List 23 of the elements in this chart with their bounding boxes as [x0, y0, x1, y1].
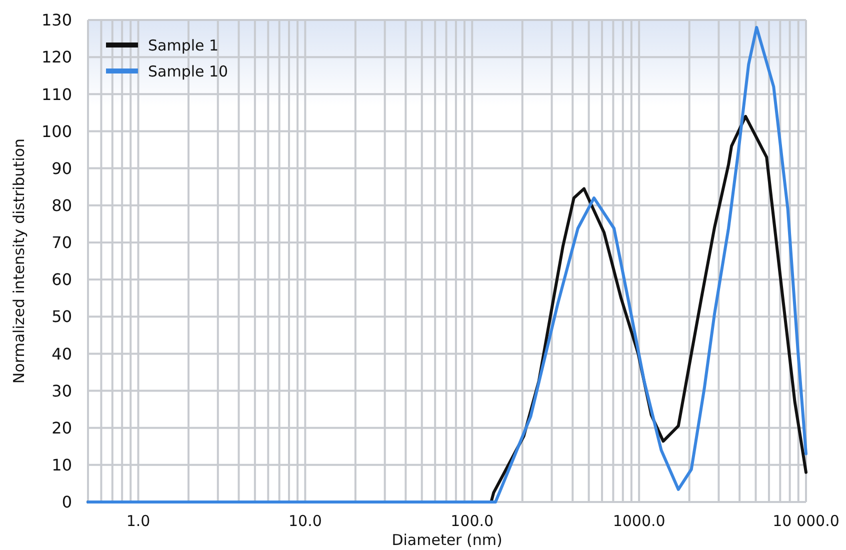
- y-tick-label: 10: [52, 456, 72, 475]
- y-tick-label: 40: [52, 344, 72, 364]
- legend-label: Sample 1: [148, 36, 219, 54]
- y-tick-label: 110: [41, 84, 72, 104]
- y-tick-label: 50: [52, 307, 72, 326]
- x-tick-label: 1000.0: [612, 512, 666, 530]
- y-tick-label: 0: [62, 492, 72, 512]
- y-tick-label: 30: [52, 381, 72, 400]
- x-tick-label: 100.0: [450, 512, 494, 530]
- y-tick-label: 80: [52, 196, 72, 215]
- y-tick-label: 60: [52, 270, 72, 290]
- x-tick-label: 10 000.0: [772, 512, 840, 530]
- legend-label: Sample 10: [148, 62, 228, 80]
- y-tick-label: 100: [41, 122, 72, 141]
- y-tick-label: 70: [52, 233, 72, 252]
- x-tick-label: 10.0: [288, 512, 322, 530]
- y-axis-title: Normalized intensity distribution: [10, 138, 28, 384]
- y-tick-label: 90: [52, 158, 72, 178]
- y-tick-label: 20: [52, 418, 72, 438]
- y-tick-label: 120: [41, 48, 72, 67]
- x-axis-title: Diameter (nm): [392, 531, 502, 549]
- y-tick-label: 130: [41, 10, 72, 30]
- x-tick-label: 1.0: [126, 512, 150, 530]
